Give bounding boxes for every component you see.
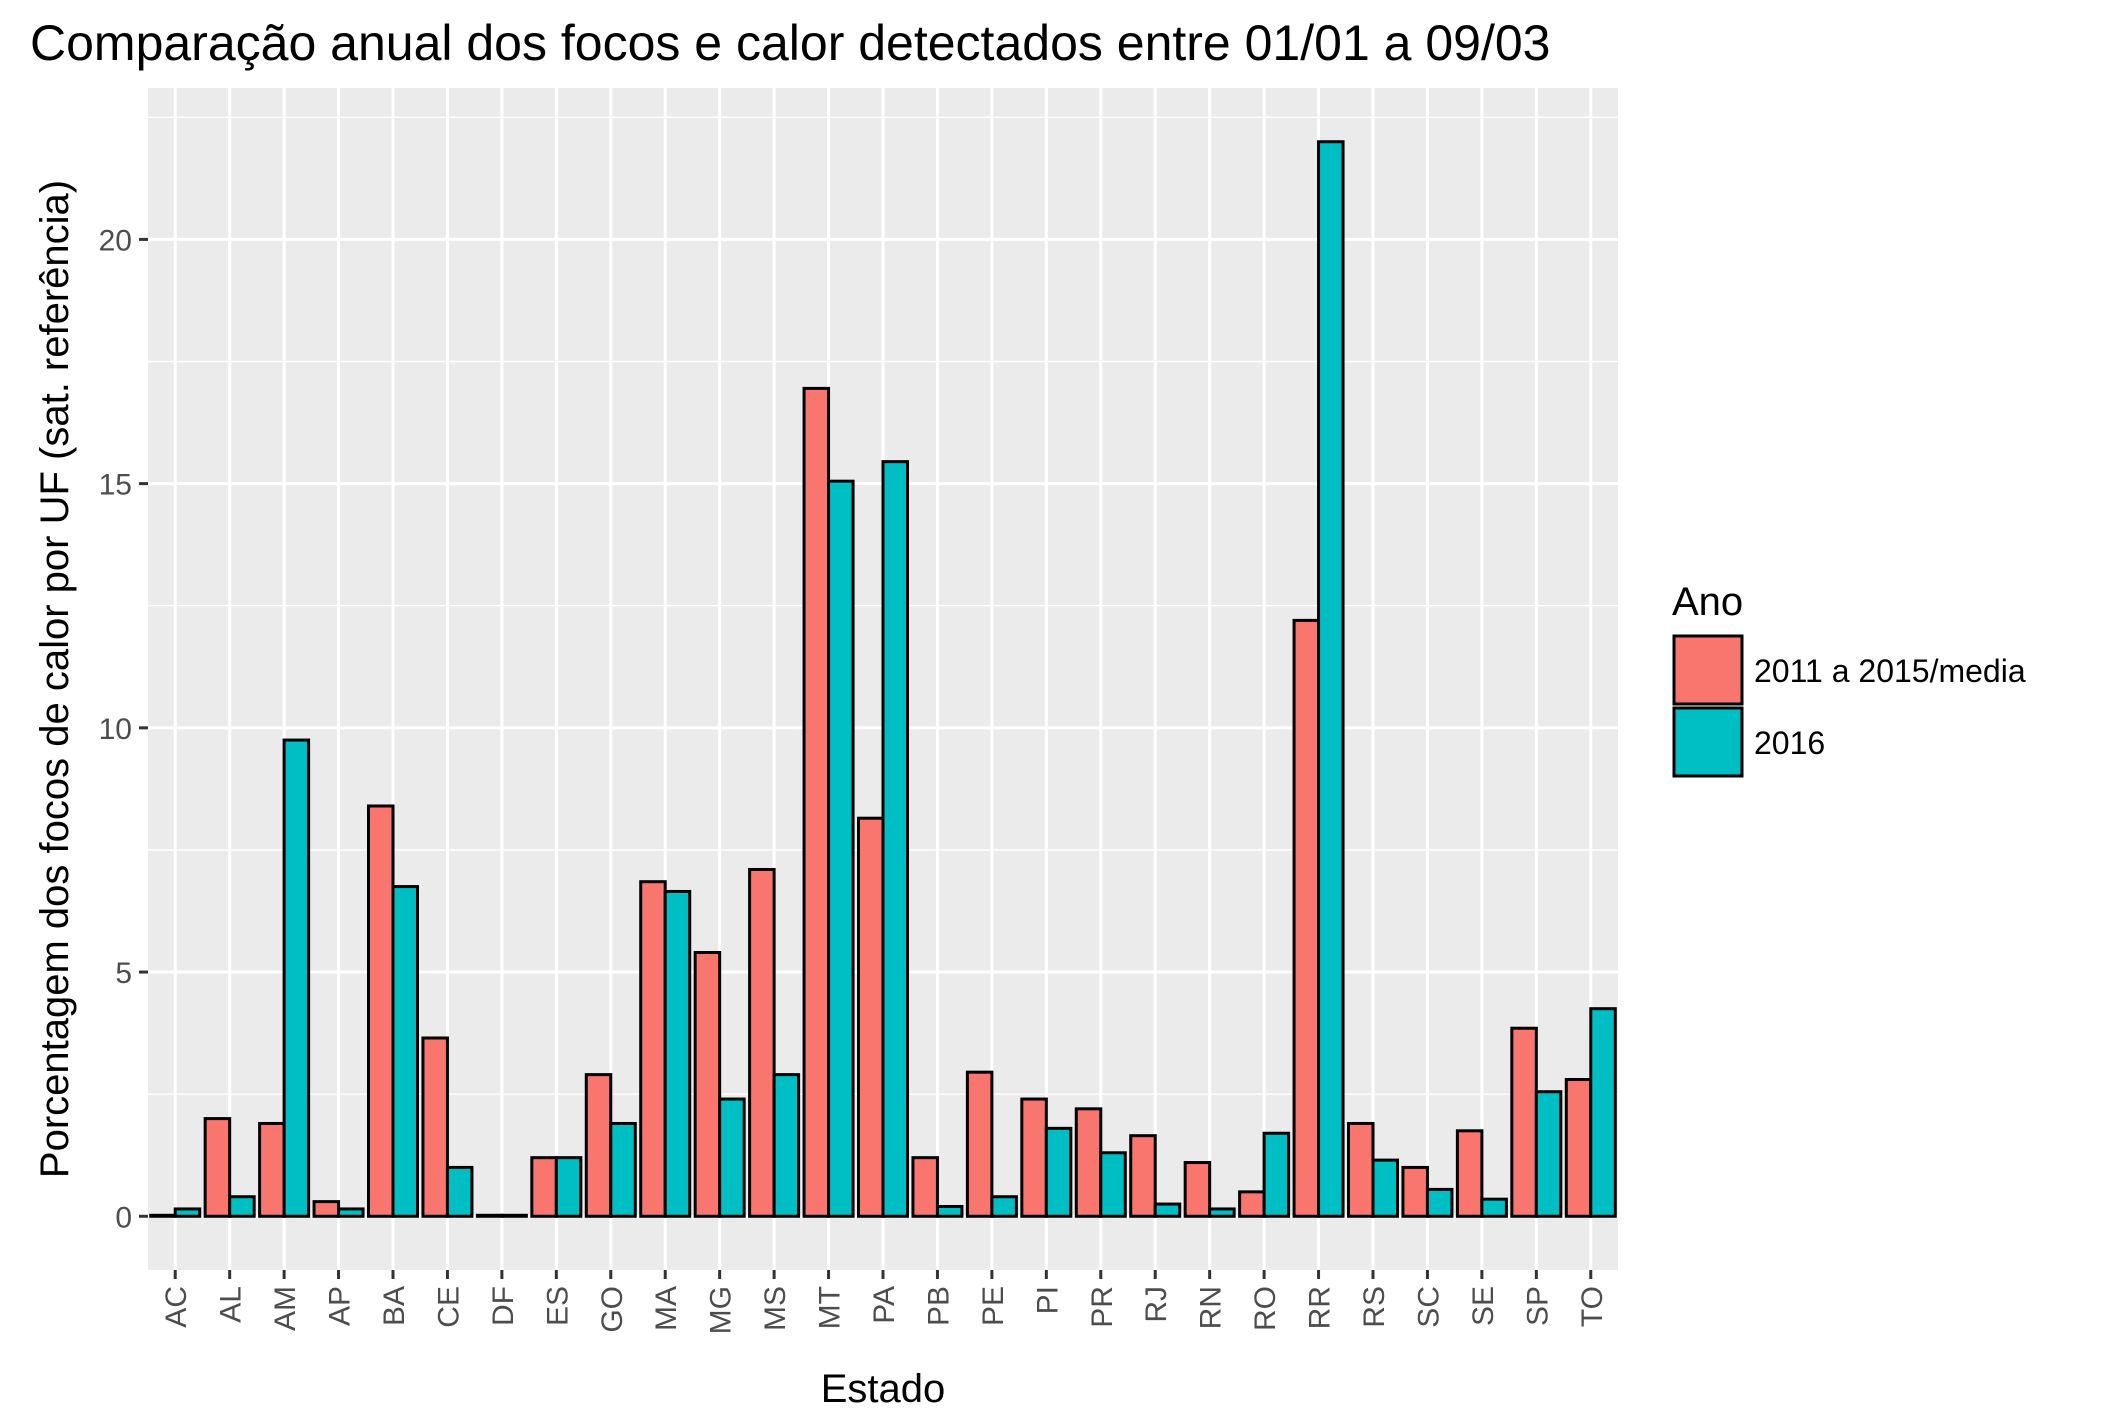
bar-df-series-0 xyxy=(475,1213,504,1218)
x-tick-label: RR xyxy=(1304,1286,1337,1329)
legend-key-2016 xyxy=(1672,706,1744,778)
bar-al-series-0 xyxy=(203,1117,232,1218)
bar-ma-series-1 xyxy=(663,889,692,1218)
legend-label-2011-2015: 2011 a 2015/media xyxy=(1754,653,2026,689)
y-axis-title: Porcentagem dos focos de calor por UF (s… xyxy=(33,180,77,1178)
x-tick-label: RO xyxy=(1249,1286,1282,1331)
bar-pb-series-1 xyxy=(935,1205,964,1218)
bar-ba-series-1 xyxy=(391,885,419,1218)
bar-pi-series-1 xyxy=(1044,1126,1073,1218)
bar-mt-series-1 xyxy=(827,479,855,1218)
x-tick-label: MT xyxy=(814,1286,847,1329)
x-tick-label: MA xyxy=(650,1286,683,1331)
bar-ac-series-0 xyxy=(149,1213,177,1218)
y-tick-label: 15 xyxy=(99,469,132,502)
x-tick-label: MG xyxy=(705,1286,738,1334)
bar-rs-series-0 xyxy=(1347,1121,1375,1218)
bar-pi-series-0 xyxy=(1020,1097,1048,1218)
x-tick-label: SE xyxy=(1467,1286,1500,1326)
bar-go-series-0 xyxy=(584,1073,613,1218)
x-tick-label: AM xyxy=(269,1286,302,1331)
bar-es-series-0 xyxy=(530,1156,558,1218)
bar-am-series-1 xyxy=(282,738,311,1218)
bar-to-series-1 xyxy=(1589,1007,1617,1218)
bar-sp-series-0 xyxy=(1510,1026,1538,1218)
bar-mg-series-1 xyxy=(718,1097,746,1218)
bar-sc-series-1 xyxy=(1425,1187,1454,1218)
x-tick-label: BA xyxy=(378,1286,411,1326)
bar-rn-series-1 xyxy=(1208,1207,1236,1218)
x-tick-label: MS xyxy=(759,1286,792,1331)
bar-ap-series-0 xyxy=(312,1200,341,1218)
bar-pa-series-1 xyxy=(881,460,909,1218)
bar-al-series-1 xyxy=(228,1195,256,1218)
legend-label-2016: 2016 xyxy=(1754,725,1825,761)
bar-ro-series-1 xyxy=(1262,1131,1291,1218)
bars xyxy=(149,140,1617,1218)
x-tick-label: PR xyxy=(1086,1286,1119,1328)
bar-pa-series-0 xyxy=(857,816,885,1218)
y-tick-label: 5 xyxy=(115,957,132,990)
legend-key-2011-2015 xyxy=(1672,634,1744,706)
bar-pe-series-0 xyxy=(965,1070,994,1218)
y-axis-ticks: 0 5 10 15 20 xyxy=(99,224,148,1234)
bar-am-series-0 xyxy=(258,1121,286,1218)
x-tick-label: GO xyxy=(596,1286,629,1333)
bar-rn-series-0 xyxy=(1183,1161,1212,1218)
bar-se-series-0 xyxy=(1455,1129,1484,1218)
bar-rs-series-1 xyxy=(1371,1158,1399,1218)
y-tick-label: 20 xyxy=(99,224,132,257)
x-tick-label: SP xyxy=(1521,1286,1554,1326)
x-axis-ticks: AC AL AM AP BA CE DF ES GO MA MG MS MT PA PB PE PI PR RJ RN… xyxy=(160,1270,1609,1334)
bar-mg-series-0 xyxy=(693,951,722,1218)
bar-ce-series-0 xyxy=(421,1036,449,1218)
bar-ms-series-0 xyxy=(748,867,776,1218)
x-tick-label: PI xyxy=(1031,1286,1064,1314)
x-axis-title: Estado xyxy=(821,1367,946,1411)
bar-ba-series-0 xyxy=(367,804,395,1218)
x-tick-label: PB xyxy=(922,1286,955,1326)
bar-ce-series-1 xyxy=(445,1165,474,1218)
x-tick-label: PE xyxy=(977,1286,1010,1326)
bar-sc-series-0 xyxy=(1401,1165,1429,1218)
x-tick-label: TO xyxy=(1576,1286,1609,1327)
bar-ma-series-0 xyxy=(639,880,667,1218)
x-tick-label: SC xyxy=(1412,1286,1445,1328)
x-tick-label: RJ xyxy=(1140,1286,1173,1323)
chart-title: Comparação anual dos focos e calor detec… xyxy=(30,15,1551,71)
bar-rr-series-0 xyxy=(1292,618,1321,1218)
x-tick-label: RS xyxy=(1358,1286,1391,1328)
legend: Ano 2011 a 2015/media 2016 xyxy=(1672,580,2026,778)
x-tick-label: RN xyxy=(1195,1286,1228,1329)
bar-pb-series-0 xyxy=(911,1156,939,1218)
x-tick-label: AC xyxy=(160,1286,193,1328)
y-tick-label: 10 xyxy=(99,713,132,746)
legend-title: Ano xyxy=(1672,580,1743,624)
bar-mt-series-0 xyxy=(802,386,831,1218)
bar-se-series-1 xyxy=(1480,1197,1508,1218)
bar-pe-series-1 xyxy=(990,1195,1018,1218)
bar-to-series-0 xyxy=(1564,1078,1593,1218)
y-tick-label: 0 xyxy=(115,1201,132,1234)
bar-go-series-1 xyxy=(609,1121,637,1218)
x-tick-label: AP xyxy=(324,1286,357,1326)
x-tick-label: CE xyxy=(432,1286,465,1328)
bar-rr-series-1 xyxy=(1317,140,1345,1218)
bar-rj-series-0 xyxy=(1129,1134,1157,1218)
bar-ap-series-1 xyxy=(337,1207,365,1218)
bar-sp-series-1 xyxy=(1534,1090,1563,1218)
bar-ms-series-1 xyxy=(772,1073,801,1218)
bar-ac-series-1 xyxy=(173,1207,202,1218)
x-tick-label: PA xyxy=(868,1286,901,1324)
bar-rj-series-1 xyxy=(1153,1202,1182,1218)
bar-pr-series-0 xyxy=(1074,1107,1103,1218)
bar-es-series-1 xyxy=(554,1156,583,1218)
x-tick-label: DF xyxy=(487,1286,520,1326)
bar-df-series-1 xyxy=(500,1213,528,1218)
bar-ro-series-0 xyxy=(1238,1190,1266,1218)
x-tick-label: AL xyxy=(215,1286,248,1323)
x-tick-label: ES xyxy=(541,1286,574,1326)
bar-pr-series-1 xyxy=(1099,1151,1127,1218)
